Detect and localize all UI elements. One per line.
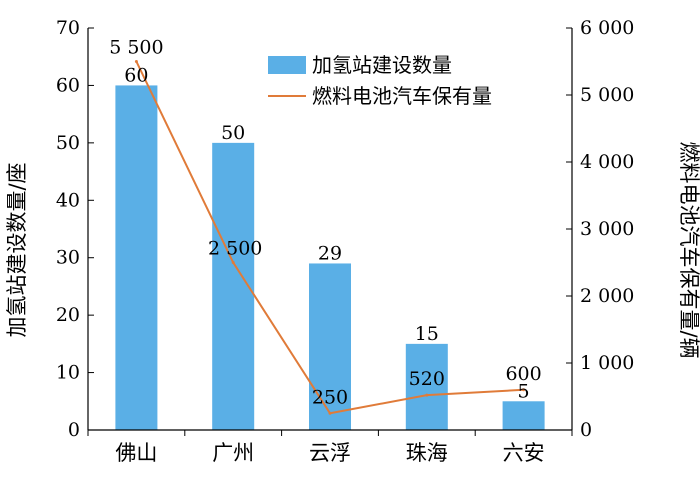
line-point-广州	[231, 261, 235, 264]
x-tick-label: 云浮	[309, 441, 351, 465]
bar-value-label: 15	[415, 323, 439, 345]
x-tick-label: 六安	[503, 441, 545, 465]
data-labels: 60 50 29 15 5 5 500 2 500 250 520 600	[109, 37, 542, 409]
line-value-label: 520	[409, 368, 445, 390]
y-tick-label-left: 30	[56, 247, 80, 269]
y-tick-label-right: 1 000	[580, 352, 634, 374]
bar-value-label: 29	[318, 242, 342, 264]
legend-label-line: 燃料电池汽车保有量	[312, 84, 492, 108]
y-axis-left-title: 加氢站建设数量/座	[5, 162, 29, 337]
line-point-珠海	[425, 393, 429, 397]
line-series	[134, 60, 526, 415]
bar-六安	[502, 401, 545, 430]
line-value-label: 5 500	[109, 37, 163, 59]
x-tick-label: 佛山	[115, 441, 157, 465]
legend-swatch-bar	[268, 56, 306, 74]
y-tick-label-left: 0	[68, 419, 80, 441]
bar-value-label: 60	[124, 64, 148, 86]
y-tick-label-left: 40	[56, 189, 80, 211]
x-tick-label: 珠海	[406, 441, 448, 465]
bar-广州	[212, 142, 255, 430]
bar-佛山	[115, 85, 158, 430]
legend-label-bar: 加氢站建设数量	[312, 53, 452, 77]
bar-series	[115, 85, 545, 430]
bar-云浮	[309, 263, 351, 430]
y-tick-label-right: 2 000	[580, 285, 634, 307]
bar-value-label: 5	[518, 380, 530, 402]
y-tick-label-right: 6 000	[580, 17, 634, 39]
y-tick-label-left: 10	[56, 362, 80, 384]
y-tick-label-left: 50	[56, 132, 80, 154]
line-value-label: 250	[312, 386, 348, 408]
y-tick-label-left: 20	[56, 304, 80, 326]
line-point-云浮	[328, 411, 332, 415]
line-point-六安	[522, 388, 526, 392]
y-tick-label-right: 5 000	[580, 84, 634, 106]
bar-value-label: 50	[221, 122, 245, 144]
bar-珠海	[405, 343, 448, 430]
y-tick-label-left: 70	[56, 17, 80, 39]
line-value-label: 2 500	[208, 238, 262, 260]
line-value-label: 600	[505, 363, 541, 385]
legend: 加氢站建设数量 燃料电池汽车保有量	[268, 53, 492, 108]
y-tick-label-right: 3 000	[580, 218, 634, 240]
y-tick-label-right: 4 000	[580, 151, 634, 173]
line-point-佛山	[134, 60, 138, 63]
y-tick-label-right: 0	[580, 419, 592, 441]
y-axis-right-title: 燃料电池汽车保有量/辆	[677, 141, 700, 358]
x-tick-label: 广州	[212, 441, 254, 465]
y-tick-label-left: 60	[56, 74, 80, 96]
axes: 0 10 20 30 40 50 60 70 0 1 000 2 000 3 000 4 000 5 00…	[56, 17, 635, 465]
